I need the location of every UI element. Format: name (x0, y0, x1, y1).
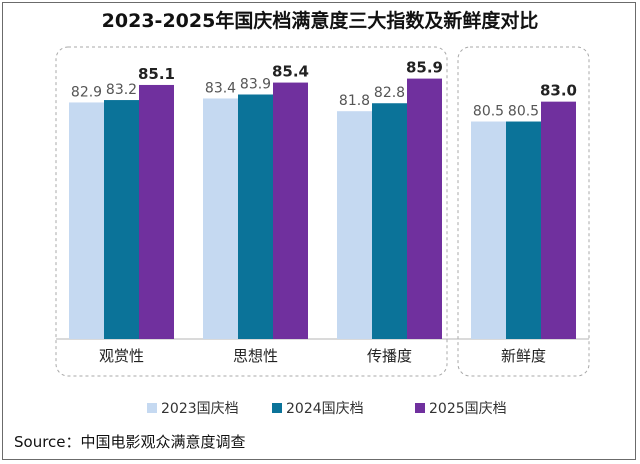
bar-观赏性-2024国庆档 (104, 100, 139, 339)
bar-传播度-2025国庆档 (407, 78, 442, 339)
value-label-传播度-2024国庆档: 82.8 (374, 85, 405, 101)
value-label-观赏性-2025国庆档: 85.1 (138, 65, 175, 83)
bar-新鲜度-2024国庆档 (506, 121, 541, 340)
value-label-思想性-2023国庆档: 83.4 (205, 80, 236, 96)
bar-思想性-2024国庆档 (238, 94, 273, 340)
value-label-新鲜度-2024国庆档: 80.5 (508, 104, 539, 120)
source-note: Source：中国电影观众满意度调查 (14, 433, 246, 451)
value-label-思想性-2025国庆档: 85.4 (272, 63, 309, 81)
legend-swatch-2025国庆档 (415, 403, 425, 413)
legend-swatch-2023国庆档 (147, 403, 157, 413)
value-label-新鲜度-2023国庆档: 80.5 (473, 104, 504, 120)
value-label-传播度-2025国庆档: 85.9 (406, 59, 443, 77)
bar-新鲜度-2023国庆档 (471, 121, 506, 340)
bar-新鲜度-2025国庆档 (541, 101, 576, 340)
bar-传播度-2023国庆档 (337, 111, 372, 339)
legend-swatch-2024国庆档 (272, 403, 282, 413)
value-label-思想性-2024国庆档: 83.9 (240, 76, 271, 92)
chart-frame (2, 2, 636, 460)
value-label-观赏性-2024国庆档: 83.2 (106, 82, 137, 98)
value-label-新鲜度-2025国庆档: 83.0 (540, 82, 577, 100)
bar-观赏性-2025国庆档 (139, 84, 174, 339)
chart-title: 2023-2025年国庆档满意度三大指数及新鲜度对比 (101, 10, 539, 32)
value-label-观赏性-2023国庆档: 82.9 (71, 84, 102, 100)
value-label-传播度-2023国庆档: 81.8 (339, 93, 370, 109)
category-label-思想性: 思想性 (233, 347, 278, 365)
bar-思想性-2025国庆档 (273, 82, 308, 339)
category-label-新鲜度: 新鲜度 (501, 347, 546, 365)
legend-label-2025国庆档: 2025国庆档 (429, 401, 507, 417)
group-box-freshness (457, 46, 590, 377)
category-label-观赏性: 观赏性 (99, 347, 144, 365)
bar-观赏性-2023国庆档 (69, 102, 104, 339)
category-label-传播度: 传播度 (367, 347, 412, 365)
bar-传播度-2024国庆档 (372, 103, 407, 340)
legend-label-2023国庆档: 2023国庆档 (161, 401, 239, 417)
bar-思想性-2023国庆档 (203, 98, 238, 339)
legend-label-2024国庆档: 2024国庆档 (286, 401, 364, 417)
